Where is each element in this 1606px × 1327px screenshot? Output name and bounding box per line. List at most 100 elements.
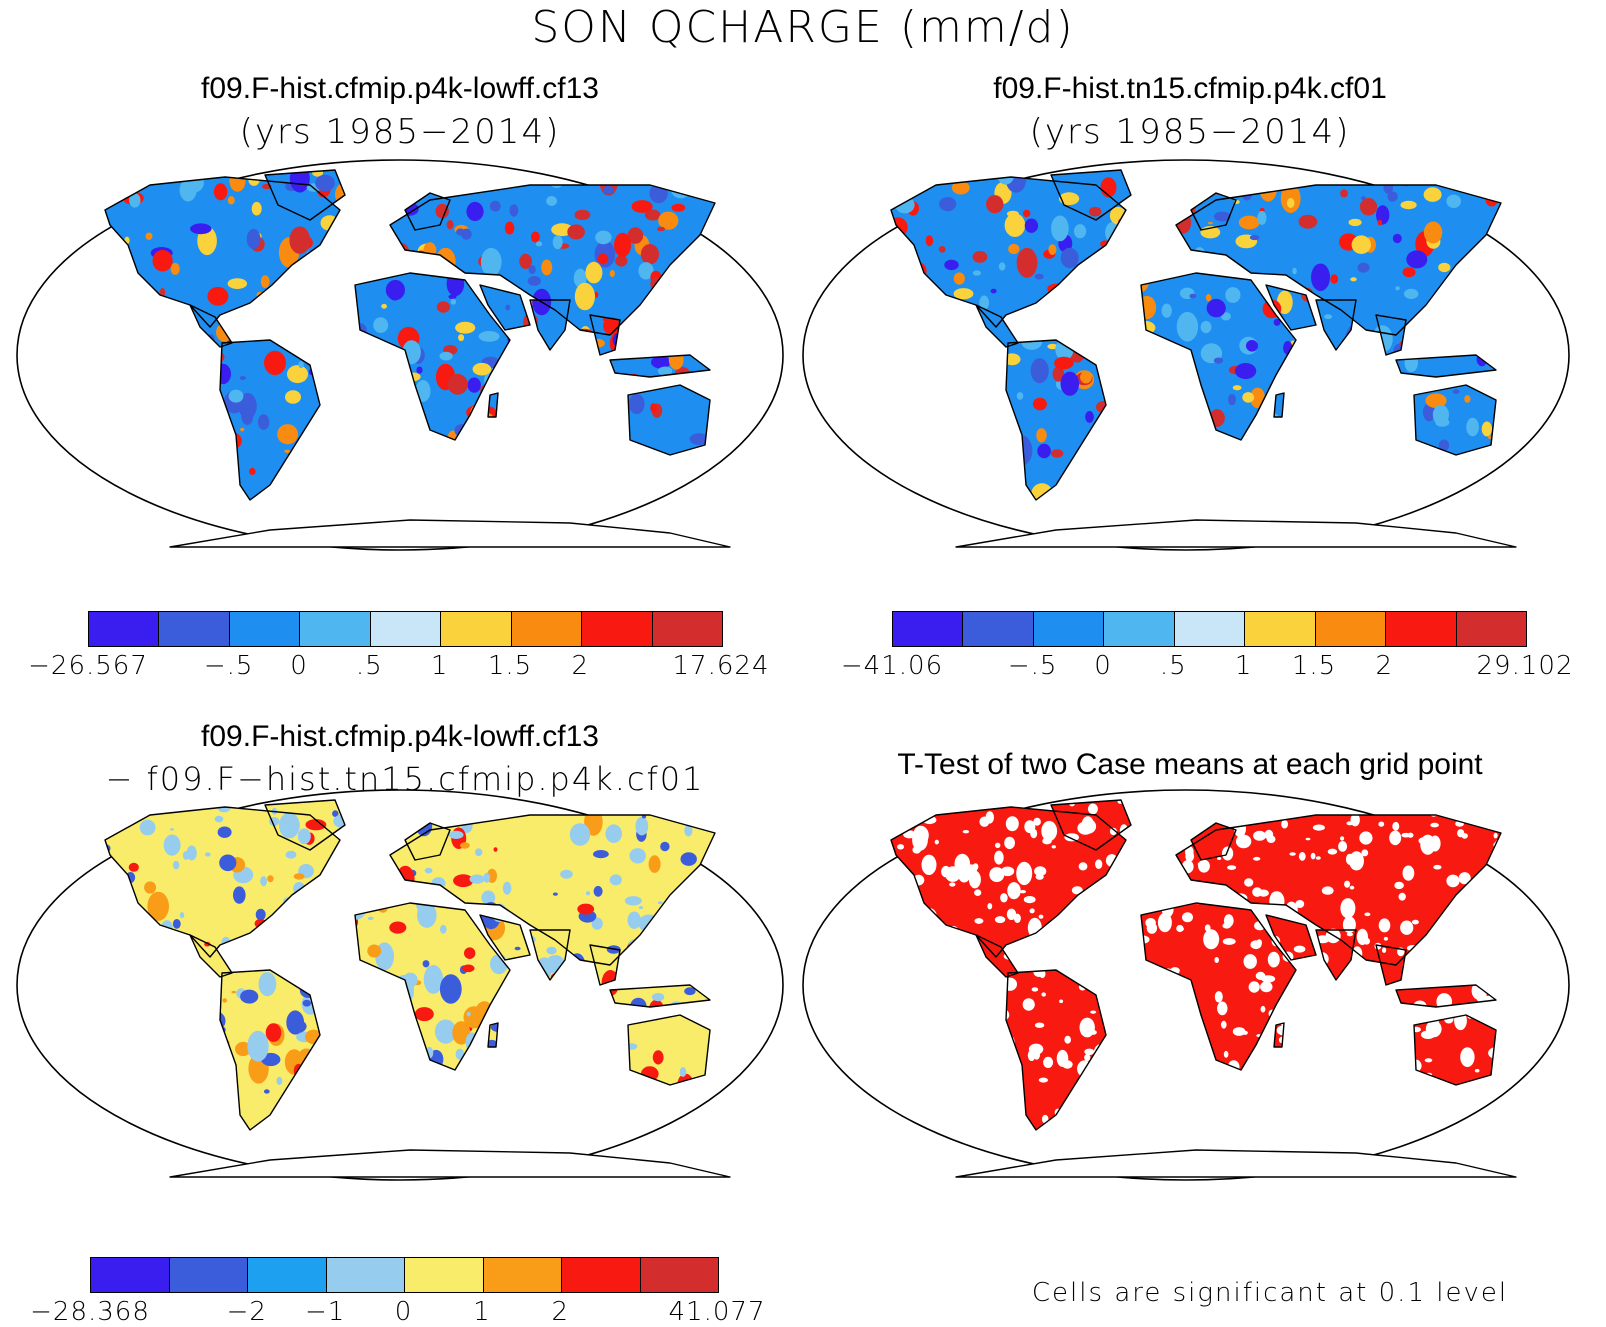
coastline-scandinavia xyxy=(1190,192,1237,231)
coastline-antarctica xyxy=(955,1149,1517,1178)
colorbar-swatch xyxy=(562,1258,641,1292)
colorbar-tick-label: 1 xyxy=(1234,651,1253,681)
colorbar-tick-label: −1 xyxy=(304,1297,346,1327)
colorbar-tick-label: .5 xyxy=(355,651,383,681)
colorbar-swatch xyxy=(370,612,442,646)
coastline-greenland xyxy=(264,799,346,851)
coastline-arabia xyxy=(479,284,531,331)
colorbar-tick-label: 1 xyxy=(430,651,449,681)
colorbar-tick-label: .5 xyxy=(1159,651,1187,681)
main-title: SON QCHARGE (mm/d) xyxy=(531,2,1075,53)
colorbar-tick-label: −.5 xyxy=(1007,651,1058,681)
colorbar-swatch xyxy=(229,612,301,646)
coastline-south-america xyxy=(1005,969,1107,1131)
colorbar-tick-label: 41.077 xyxy=(668,1297,766,1327)
colorbar-tick-label: 1.5 xyxy=(1291,651,1337,681)
colorbar-swatch xyxy=(1104,612,1175,646)
colorbar-tick-label: −26.567 xyxy=(28,651,148,681)
colorbar-swatch xyxy=(1245,612,1316,646)
coastline-australia xyxy=(627,1014,711,1086)
colorbar-swatch xyxy=(441,612,512,646)
colorbar-swatch xyxy=(1315,612,1387,646)
colorbar-swatch xyxy=(511,612,583,646)
colorbar-tick-label: 0 xyxy=(394,1297,413,1327)
coastline-north-america xyxy=(104,806,341,958)
colorbar-swatch xyxy=(326,1258,405,1292)
colorbar-tick-label: 2 xyxy=(571,651,590,681)
coastline-greenland xyxy=(264,169,346,221)
colorbar-swatch xyxy=(89,612,160,646)
colorbar-panel-3 xyxy=(90,1257,719,1293)
colorbar-tick-label: 29.102 xyxy=(1476,651,1574,681)
coastline-southeast-asia xyxy=(589,944,621,986)
coastline-australia xyxy=(627,384,711,456)
coastline-africa xyxy=(1140,272,1297,441)
panel-2-subtitle: (yrs 1985−2014) xyxy=(1029,112,1351,152)
colorbar-tick-label: 1.5 xyxy=(487,651,533,681)
colorbar-tick-label: 1 xyxy=(473,1297,491,1327)
coastline-indonesia xyxy=(1395,354,1497,378)
coastline-arabia xyxy=(1265,284,1317,331)
colorbar-tick-label: −41.06 xyxy=(840,651,944,681)
coastline-arabia xyxy=(479,914,531,961)
colorbar-swatch xyxy=(1174,612,1246,646)
coastline-indonesia xyxy=(609,984,711,1008)
coastline-scandinavia xyxy=(404,192,451,231)
coastline-antarctica xyxy=(169,519,731,548)
colorbar-swatch xyxy=(405,1258,484,1292)
coastline-southeast-asia xyxy=(1375,944,1407,986)
coastline-central-america xyxy=(975,304,1019,348)
colorbar-tick-label: 2 xyxy=(1375,651,1394,681)
coastline-africa xyxy=(1140,902,1297,1071)
map-panel-1 xyxy=(16,159,784,551)
coastline-australia xyxy=(1413,1014,1497,1086)
coastline-south-america xyxy=(1005,339,1107,501)
colorbar-tick-label: 17.624 xyxy=(672,651,770,681)
coastline-india xyxy=(1315,299,1357,351)
coastline-scandinavia xyxy=(1190,822,1237,861)
coastline-southeast-asia xyxy=(589,314,621,356)
colorbar-tick-label: −.5 xyxy=(203,651,254,681)
colorbar-swatch xyxy=(1386,612,1457,646)
panel-1-subtitle: (yrs 1985−2014) xyxy=(239,112,561,152)
coastline-madagascar xyxy=(487,1022,499,1048)
coastline-scandinavia xyxy=(404,822,451,861)
colorbar-tick-label: −2 xyxy=(226,1297,267,1327)
coastline-central-america xyxy=(189,934,233,978)
coastline-southeast-asia xyxy=(1375,314,1407,356)
coastline-africa xyxy=(354,272,511,441)
map-panel-3 xyxy=(16,789,784,1181)
colorbar-panel-1 xyxy=(88,611,723,647)
coastline-india xyxy=(529,299,571,351)
colorbar-swatch xyxy=(582,612,653,646)
panel-2-title: f09.F-hist.tn15.cfmip.p4k.cf01 xyxy=(993,72,1387,105)
map-panel-4 xyxy=(802,789,1570,1181)
coastline-north-america xyxy=(890,806,1127,958)
coastline-north-america xyxy=(890,176,1127,328)
colorbar-swatch xyxy=(1456,612,1526,646)
colorbar-swatch xyxy=(652,612,722,646)
coastline-greenland xyxy=(1050,169,1132,221)
colorbar-swatch xyxy=(640,1258,718,1292)
coastline-europe-asia xyxy=(389,184,716,336)
coastline-north-america xyxy=(104,176,341,328)
coastline-indonesia xyxy=(1395,984,1497,1008)
colorbar-swatch xyxy=(893,612,964,646)
coastline-madagascar xyxy=(1273,1022,1285,1048)
coastline-indonesia xyxy=(609,354,711,378)
coastline-europe-asia xyxy=(1175,814,1502,966)
coastline-arabia xyxy=(1265,914,1317,961)
coastline-africa xyxy=(354,902,511,1071)
colorbar-swatch xyxy=(248,1258,327,1292)
coastline-south-america xyxy=(219,969,321,1131)
coastline-south-america xyxy=(219,339,321,501)
coastline-australia xyxy=(1413,384,1497,456)
colorbar-swatch xyxy=(483,1258,562,1292)
coastline-europe-asia xyxy=(389,814,716,966)
coastline-antarctica xyxy=(955,519,1517,548)
coastline-europe-asia xyxy=(1175,184,1502,336)
panel-3-title: f09.F-hist.cfmip.p4k-lowff.cf13 xyxy=(201,720,599,753)
colorbar-tick-label: −28.368 xyxy=(30,1297,150,1327)
colorbar-swatch xyxy=(963,612,1034,646)
colorbar-swatch xyxy=(169,1258,248,1292)
